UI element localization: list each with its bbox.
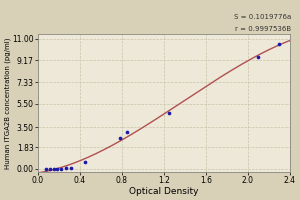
Point bbox=[256, 55, 261, 58]
Point bbox=[125, 131, 130, 134]
Point bbox=[117, 136, 122, 140]
Point bbox=[54, 167, 59, 170]
Y-axis label: Human ITGA2B concentration (pg/ml): Human ITGA2B concentration (pg/ml) bbox=[4, 37, 11, 169]
Point bbox=[48, 167, 53, 170]
Point bbox=[44, 167, 49, 170]
Point bbox=[51, 167, 56, 170]
Text: S = 0.1019776a: S = 0.1019776a bbox=[234, 14, 291, 20]
Point bbox=[69, 166, 74, 169]
Point bbox=[167, 112, 172, 115]
Point bbox=[83, 160, 88, 163]
X-axis label: Optical Density: Optical Density bbox=[129, 187, 199, 196]
Text: r = 0.9997536B: r = 0.9997536B bbox=[235, 26, 291, 32]
Point bbox=[58, 167, 63, 170]
Point bbox=[277, 42, 282, 45]
Point bbox=[64, 167, 69, 170]
